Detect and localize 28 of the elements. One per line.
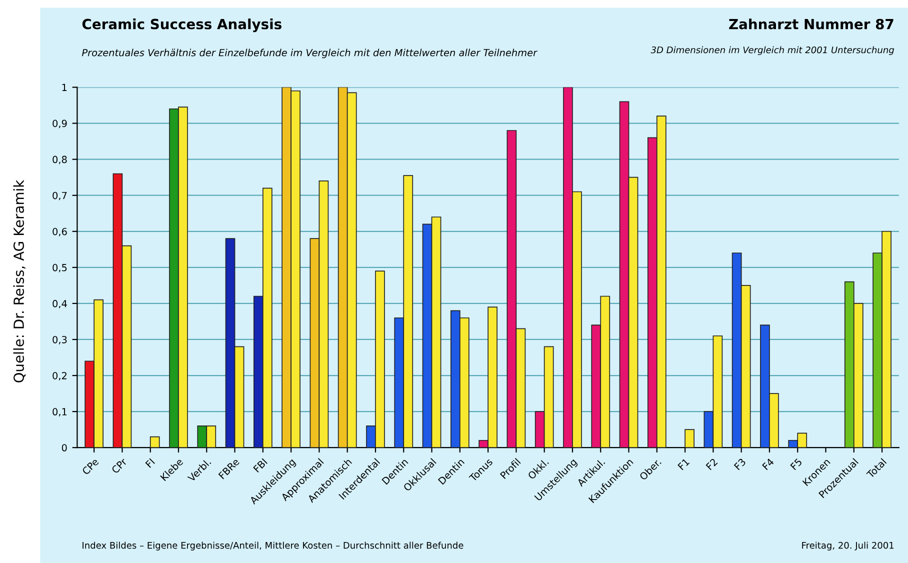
y-tick-label: 0,3 [52,336,67,344]
bar [684,429,694,448]
y-tick-label: 0,4 [52,300,67,308]
y-tick-label: 1 [62,84,67,91]
x-tick-label: F1 [678,458,690,470]
y-tick-label: 0,7 [52,192,67,200]
y-tick-label: 0,6 [52,228,67,236]
y-tick-label: 0,9 [52,120,67,128]
y-tick-label: 0 [62,444,67,452]
x-tick-label: F4 [762,458,774,470]
x-tick-label: F2 [706,458,718,470]
text: Freitag, 20. Juli 2001 [802,542,894,550]
y-tick-label: 0,5 [52,264,67,272]
x-tick-label: CPr [111,457,128,474]
y-tick-label: 0,2 [52,372,66,380]
x-tick-label: CPe [82,458,100,476]
text: Zahnarzt Nummer 87 [729,18,894,30]
text: 3D Dimensionen im Vergleich mit 2001 Untersuchung [650,46,894,56]
y-tick-label: 0,1 [52,408,67,416]
y-tick-label: 0,8 [52,156,67,164]
x-tick-label: F5 [790,458,802,470]
x-tick-label: FI [145,458,155,468]
x-tick-label: F3 [734,458,746,470]
text: Index Bildes – Eigene Ergebnisse/Anteil, Mittlere Kosten – Durchschnitt aller Befunde [82,542,464,550]
bar [150,436,160,448]
chart-title: Ceramic Success Analysis [82,18,282,32]
chart-subtitle: Prozentuales Verhältnis der Einzelbefunde im Vergleich mit den Mittelwerten aller Teilnehmer [82,48,538,58]
source-note: Quelle: Dr. Reiss, AG Keramik [13,180,26,382]
